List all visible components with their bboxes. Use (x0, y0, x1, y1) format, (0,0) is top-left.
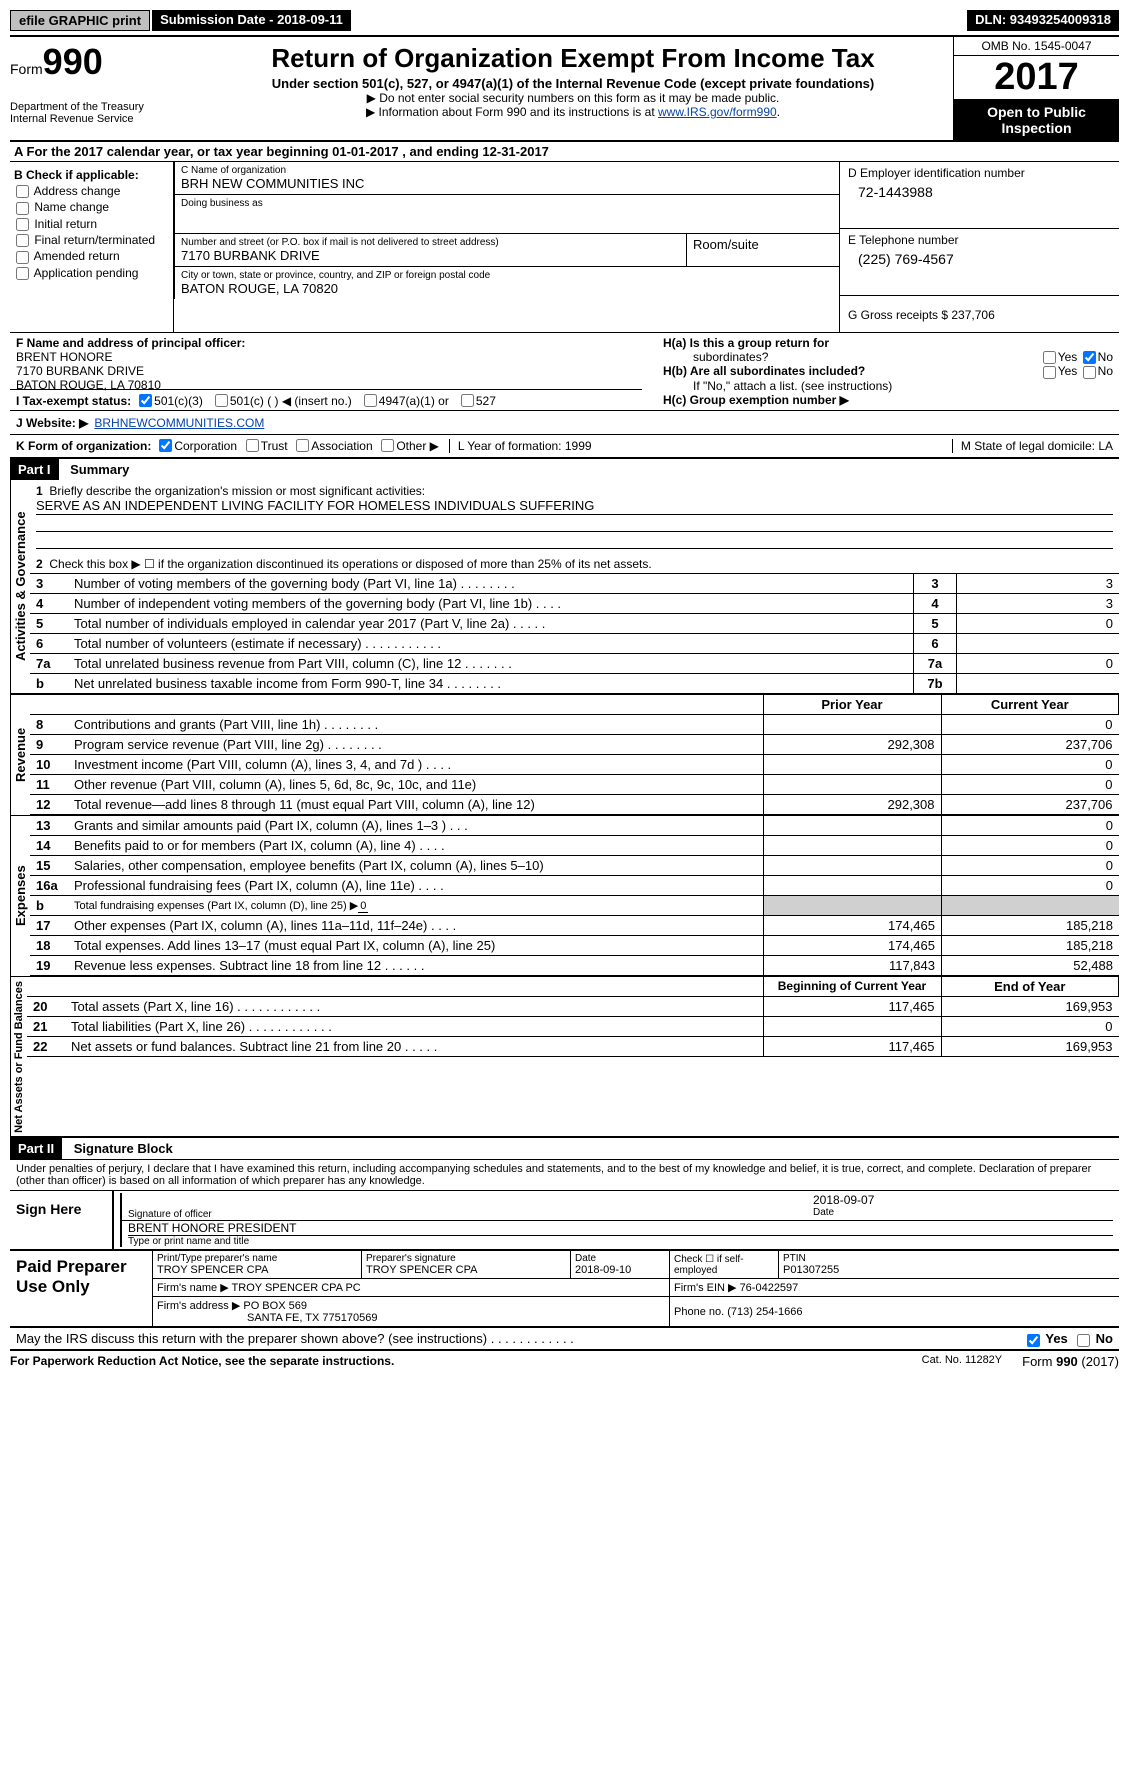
col-c-org-info: C Name of organization BRH NEW COMMUNITI… (174, 162, 839, 332)
part1-header: Part I (10, 459, 59, 480)
info-note: ▶ Information about Form 990 and its ins… (197, 105, 949, 119)
form-org-row: K Form of organization: Corporation Trus… (10, 435, 1119, 459)
final-return-checkbox[interactable] (16, 234, 29, 247)
omb-number: OMB No. 1545-0047 (954, 37, 1119, 56)
footer: For Paperwork Reduction Act Notice, see … (10, 1351, 1119, 1372)
expenses-table: 13Grants and similar amounts paid (Part … (30, 816, 1119, 976)
netassets-label: Net Assets or Fund Balances (10, 977, 27, 1137)
expenses-label: Expenses (10, 816, 30, 976)
ein-label: D Employer identification number (848, 166, 1111, 180)
col-b-checkboxes: B Check if applicable: Address change Na… (10, 162, 174, 332)
ein: 72-1443988 (848, 180, 1111, 200)
preparer-date: 2018-09-10 (575, 1264, 665, 1276)
irs-label: Internal Revenue Service (10, 113, 185, 125)
irs-link[interactable]: www.IRS.gov/form990 (658, 105, 777, 119)
amended-return-checkbox[interactable] (16, 251, 29, 264)
section-a: A For the 2017 calendar year, or tax yea… (10, 142, 1119, 162)
gross-receipts: G Gross receipts $ 237,706 (848, 308, 1111, 322)
org-name: BRH NEW COMMUNITIES INC (181, 176, 833, 191)
assoc-checkbox[interactable] (296, 439, 309, 452)
preparer-sig: TROY SPENCER CPA (366, 1264, 566, 1276)
501c3-checkbox[interactable] (139, 394, 152, 407)
discuss-no[interactable] (1077, 1334, 1090, 1347)
preparer-block: Paid Preparer Use Only Print/Type prepar… (10, 1249, 1119, 1328)
year-formation: L Year of formation: 1999 (449, 439, 592, 453)
dln: DLN: 93493254009318 (967, 10, 1119, 31)
efile-print-button[interactable]: efile GRAPHIC print (10, 10, 150, 31)
state-domicile: M State of legal domicile: LA (952, 439, 1113, 453)
submission-date: Submission Date - 2018-09-11 (152, 10, 351, 31)
ha-no[interactable] (1083, 351, 1096, 364)
tax-year: 2017 (954, 56, 1119, 100)
org-name-label: C Name of organization (181, 165, 833, 176)
name-change-checkbox[interactable] (16, 202, 29, 215)
ptin: P01307255 (783, 1264, 1115, 1276)
addr-label: Number and street (or P.O. box if mail i… (181, 237, 680, 248)
addr: 7170 BURBANK DRIVE (181, 248, 680, 263)
firm-phone: (713) 254-1666 (727, 1306, 802, 1318)
firm-addr2: SANTA FE, TX 775170569 (157, 1312, 377, 1324)
discuss-row: May the IRS discuss this return with the… (10, 1328, 1119, 1351)
governance-label: Activities & Governance (10, 480, 30, 694)
city-label: City or town, state or province, country… (181, 270, 833, 281)
part2-header: Part II (10, 1138, 62, 1159)
cat-no: Cat. No. 11282Y (902, 1354, 1023, 1369)
initial-return-checkbox[interactable] (16, 218, 29, 231)
dba-label: Doing business as (181, 198, 833, 209)
officer-addr1: 7170 BURBANK DRIVE (16, 364, 651, 378)
netassets-table: Beginning of Current YearEnd of Year 20T… (27, 977, 1119, 1057)
form-title: Return of Organization Exempt From Incom… (197, 43, 949, 74)
tel: (225) 769-4567 (848, 247, 1111, 267)
top-bar: efile GRAPHIC print Submission Date - 20… (10, 10, 1119, 31)
revenue-label: Revenue (10, 695, 30, 815)
form-header: Form990 Department of the Treasury Inter… (10, 35, 1119, 142)
room-label: Room/suite (693, 237, 833, 252)
perjury-text: Under penalties of perjury, I declare th… (10, 1160, 1119, 1190)
col-d-info: D Employer identification number 72-1443… (839, 162, 1119, 332)
self-employed-check[interactable]: Check ☐ if self-employed (674, 1254, 774, 1276)
paperwork-notice: For Paperwork Reduction Act Notice, see … (10, 1354, 902, 1369)
part2-title: Signature Block (66, 1138, 181, 1159)
address-change-checkbox[interactable] (16, 185, 29, 198)
tel-label: E Telephone number (848, 233, 1111, 247)
website-row: J Website: ▶ BRHNEWCOMMUNITIES.COM (10, 412, 1119, 435)
mission-text: SERVE AS AN INDEPENDENT LIVING FACILITY … (36, 498, 1113, 515)
trust-checkbox[interactable] (246, 439, 259, 452)
governance-table: 3Number of voting members of the governi… (30, 573, 1119, 694)
part1-title: Summary (62, 459, 137, 480)
part1-header-row: Part I Summary (10, 459, 1119, 480)
officer-name-title: BRENT HONORE PRESIDENT (128, 1221, 1113, 1236)
entity-block: B Check if applicable: Address change Na… (10, 162, 1119, 333)
signature-block: Under penalties of perjury, I declare th… (10, 1160, 1119, 1249)
sign-here-label: Sign Here (10, 1191, 114, 1249)
other-checkbox[interactable] (381, 439, 394, 452)
paid-preparer-label: Paid Preparer Use Only (10, 1251, 153, 1326)
sig-date: 2018-09-07 (813, 1193, 1113, 1207)
tax-status-row: I Tax-exempt status: 501(c)(3) 501(c) ( … (10, 389, 642, 412)
website-link[interactable]: BRHNEWCOMMUNITIES.COM (94, 416, 264, 430)
527-checkbox[interactable] (461, 394, 474, 407)
form-footer: Form 990 (2017) (1022, 1354, 1119, 1369)
hb-yes[interactable] (1043, 366, 1056, 379)
open-inspection: Open to Public Inspection (954, 100, 1119, 140)
ha-yes[interactable] (1043, 351, 1056, 364)
preparer-name: TROY SPENCER CPA (157, 1264, 357, 1276)
form-subtitle: Under section 501(c), 527, or 4947(a)(1)… (197, 76, 949, 91)
firm-name: TROY SPENCER CPA PC (232, 1282, 361, 1294)
city: BATON ROUGE, LA 70820 (181, 281, 833, 296)
4947-checkbox[interactable] (364, 394, 377, 407)
hb-no[interactable] (1083, 366, 1096, 379)
revenue-table: Prior YearCurrent Year 8Contributions an… (30, 695, 1119, 815)
firm-ein: 76-0422597 (740, 1282, 799, 1294)
form-number: Form990 (10, 41, 185, 83)
application-pending-checkbox[interactable] (16, 267, 29, 280)
firm-addr1: PO BOX 569 (243, 1300, 307, 1312)
501c-checkbox[interactable] (215, 394, 228, 407)
part2-header-row: Part II Signature Block (10, 1136, 1119, 1160)
corp-checkbox[interactable] (159, 439, 172, 452)
discuss-yes[interactable] (1027, 1334, 1040, 1347)
ssn-note: ▶ Do not enter social security numbers o… (197, 91, 949, 105)
dept-treasury: Department of the Treasury (10, 101, 185, 113)
officer-name: BRENT HONORE (16, 350, 651, 364)
